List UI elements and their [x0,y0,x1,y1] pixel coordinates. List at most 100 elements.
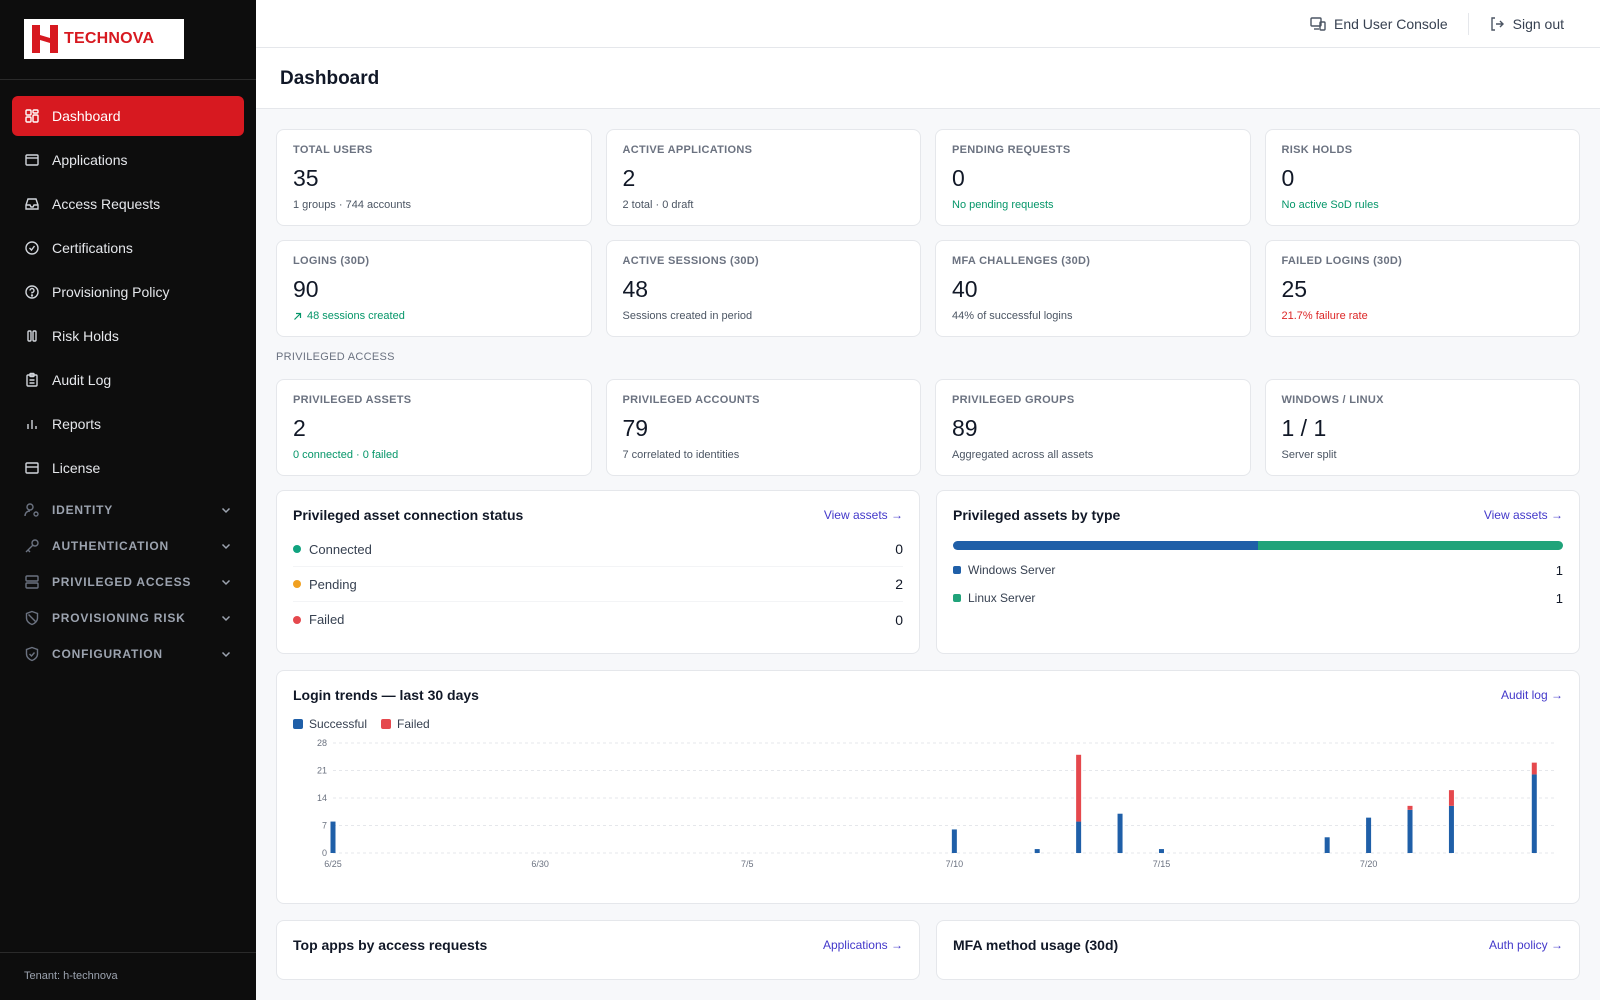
sidebar-item-dashboard[interactable]: Dashboard [12,96,244,136]
technova-logo[interactable]: TECHNOVA [24,19,184,59]
type-view-assets-link[interactable]: View assets → [1483,508,1563,522]
status-label: Failed [309,612,345,627]
sidebar-item-label: License [52,460,101,476]
stat-subtext: 1 groups · 744 accounts [293,199,575,211]
stat-subtext: 44% of successful logins [952,310,1234,322]
asset-type-list: Windows Server 1 Linux Server 1 [953,556,1563,612]
login-trends-title: Login trends — last 30 days [293,687,479,703]
stat-label: WINDOWS / LINUX [1281,394,1384,406]
sign-out-link[interactable]: Sign out [1489,16,1564,32]
sidebar-section-configuration[interactable]: CONFIGURATION [12,636,244,672]
panel-link[interactable]: Applications → [822,938,903,952]
sidebar-section-authentication[interactable]: AUTHENTICATION [12,528,244,564]
stat-card-active-sessions-30d: ACTIVE SESSIONS (30D) 48 Sessions create… [605,240,921,337]
stat-card-pending-requests: PENDING REQUESTS 0 No pending requests [935,129,1251,226]
sidebar-item-label: Risk Holds [52,328,119,344]
connection-status-list: Connected 0 Pending 2 Failed 0 [293,532,903,637]
assets-by-type-title: Privileged assets by type [953,507,1121,523]
bar-failed [1407,805,1413,810]
legend-swatch-icon [381,719,392,729]
type-label: Linux Server [968,591,1036,605]
sidebar-section-privileged-access[interactable]: PRIVILEGED ACCESS [12,564,244,600]
stat-subtext-label: 48 sessions created [307,310,405,322]
bar-failed [1531,762,1537,775]
stat-subtext: 7 correlated to identities [623,449,905,461]
stat-subtext: Sessions created in period [623,310,905,322]
stat-subtext-label: Aggregated across all assets [952,449,1094,461]
stat-subtext-label: 1 groups · 744 accounts [293,199,412,211]
panel-link[interactable]: Auth policy → [1488,938,1563,952]
bar-successful [1366,817,1372,853]
sidebar-item-access-requests[interactable]: Access Requests [12,184,244,224]
x-tick-label: 7/20 [1360,859,1378,869]
policy-icon [24,284,40,300]
type-row-linux-server: Linux Server 1 [953,584,1563,612]
chevron-down-icon [220,612,232,624]
stat-subtext: Server split [1282,449,1564,461]
stat-card-total-users: TOTAL USERS 35 1 groups · 744 accounts [276,129,592,226]
stat-card-privileged-assets: PRIVILEGED ASSETS 2 0 connected · 0 fail… [276,379,592,476]
sidebar-item-label: Certifications [52,240,133,256]
stat-subtext-label: No active SoD rules [1281,199,1379,211]
stat-subtext: 48 sessions created [293,310,575,322]
type-count: 1 [1555,562,1563,578]
stat-subtext: 0 connected · 0 failed [293,449,575,461]
bar-successful [1324,837,1330,853]
stat-subtext-label: 21.7% failure rate [1281,310,1368,322]
sidebar-item-applications[interactable]: Applications [12,140,244,180]
server-icon [24,574,40,590]
status-row-pending: Pending 2 [293,567,903,602]
sidebar-item-certifications[interactable]: Certifications [12,228,244,268]
sidebar-section-provisioning-risk[interactable]: PROVISIONING RISK [12,600,244,636]
card-icon [24,460,40,476]
audit-log-link[interactable]: Audit log → [1500,688,1563,702]
bar-successful [1531,774,1537,853]
status-count: 0 [895,541,903,557]
sidebar-section-label: PRIVILEGED ACCESS [52,575,192,589]
end-user-console-link[interactable]: End User Console [1310,16,1448,32]
connection-view-assets-link[interactable]: View assets → [823,508,903,522]
stat-label: PRIVILEGED GROUPS [952,394,1075,406]
stat-subtext-label: 44% of successful logins [952,310,1073,322]
sign-out-icon [1489,16,1505,32]
stats-row-privileged: PRIVILEGED ASSETS 2 0 connected · 0 fail… [276,379,1580,476]
stats-row-activity: LOGINS (30D) 90 48 sessions created ACTIV… [276,240,1580,337]
pause-icon [24,328,40,344]
topbar: End User Console Sign out [256,0,1600,48]
sidebar-item-license[interactable]: License [12,448,244,488]
trend-up-icon [293,312,302,321]
key-icon [24,538,40,554]
bar-failed [1448,790,1454,806]
sidebar-section-identity[interactable]: IDENTITY [12,492,244,528]
x-tick-label: 6/30 [531,859,549,869]
status-row-connected: Connected 0 [293,532,903,567]
sidebar-item-label: Applications [52,152,128,168]
sidebar-item-label: Reports [52,416,102,432]
stat-value: 90 [293,276,319,302]
end-user-console-label: End User Console [1334,15,1448,32]
stat-label: ACTIVE SESSIONS (30D) [622,255,759,267]
sidebar-item-risk-holds[interactable]: Risk Holds [12,316,244,356]
sidebar-item-reports[interactable]: Reports [12,404,244,444]
type-swatch-icon [953,566,961,574]
stat-label: PENDING REQUESTS [952,144,1071,156]
stat-value: 40 [952,276,978,302]
topbar-divider [1467,12,1469,35]
chevron-down-icon [220,504,232,516]
stats-row-identity: TOTAL USERS 35 1 groups · 744 accounts AC… [276,129,1580,226]
panel-title: Top apps by access requests [293,937,488,953]
connection-status-title: Privileged asset connection status [293,507,524,523]
stat-label: PRIVILEGED ASSETS [293,394,412,406]
sidebar-item-label: Audit Log [52,372,112,388]
sidebar-item-audit-log[interactable]: Audit Log [12,360,244,400]
sidebar-item-provisioning-policy[interactable]: Provisioning Policy [12,272,244,312]
stat-subtext: 21.7% failure rate [1282,310,1564,322]
bar-successful [1117,813,1123,853]
y-tick-label: 14 [317,793,327,803]
bar-successful [951,829,957,853]
panel-title: MFA method usage (30d) [953,937,1119,953]
window-icon [24,152,40,168]
dashboard-icon [24,108,40,124]
connection-status-panel: Privileged asset connection status View … [276,490,920,654]
stat-value: 79 [622,415,649,441]
